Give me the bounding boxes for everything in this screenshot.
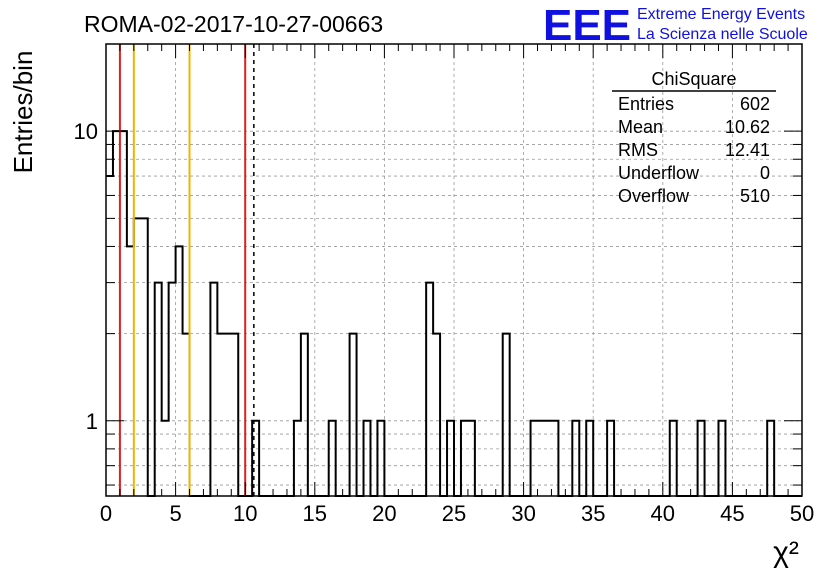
histogram-bin — [426, 283, 433, 496]
x-tick-label: 25 — [442, 501, 466, 526]
stats-rows: Entries 602 Mean 10.62 RMS 12.41 Underflow 0 Ove… — [618, 94, 770, 206]
x-axis-label: χ² — [773, 536, 799, 569]
histogram-bin — [134, 218, 141, 496]
histogram-bin — [433, 334, 440, 496]
x-tick-label: 5 — [169, 501, 181, 526]
eee-logo-mark: EEE — [543, 1, 631, 50]
histogram-bin — [176, 246, 183, 496]
chart-title: ROMA-02-2017-10-27-00663 — [84, 11, 383, 37]
logo-line-1: Extreme Energy Events — [637, 6, 805, 23]
x-tick-label: 20 — [372, 501, 396, 526]
histogram-layer — [106, 130, 802, 497]
histogram-bin — [503, 334, 510, 496]
x-tick-label: 10 — [233, 501, 257, 526]
stats-row-label: Mean — [618, 117, 663, 137]
histogram-bin — [141, 218, 148, 496]
x-tick-label: 0 — [100, 501, 112, 526]
stats-box-title: ChiSquare — [651, 69, 736, 89]
logo-line-2: La Scienza nelle Scuole — [637, 26, 808, 43]
eee-logo: EEE Extreme Energy Events La Scienza nel… — [543, 1, 808, 50]
y-tick-label: 10 — [74, 119, 98, 144]
stats-row-label: RMS — [618, 140, 658, 160]
histogram-bin — [231, 334, 238, 496]
histogram-bin — [113, 131, 120, 496]
histogram-bin — [183, 334, 190, 496]
y-axis-label: Entries/bin — [8, 51, 38, 174]
histogram-bin — [127, 246, 134, 496]
x-tick-label: 35 — [581, 501, 605, 526]
stats-row-value: 10.62 — [725, 117, 770, 137]
histogram-bin — [106, 176, 113, 496]
histogram-bin — [224, 334, 231, 496]
histogram-bin — [169, 283, 176, 496]
stats-row-label: Entries — [618, 94, 674, 114]
vertical-lines-layer — [118, 44, 255, 496]
y-tick-label: 1 — [86, 409, 98, 434]
stats-row-label: Underflow — [618, 163, 700, 183]
histogram-bin — [301, 334, 308, 496]
stats-row-label: Overflow — [618, 186, 690, 206]
stats-row-value: 510 — [740, 186, 770, 206]
x-tick-label: 50 — [790, 501, 814, 526]
histogram-outline — [106, 130, 802, 497]
x-tick-label: 45 — [720, 501, 744, 526]
stats-row-value: 12.41 — [725, 140, 770, 160]
histogram-bin — [120, 131, 127, 496]
histogram-bin — [210, 283, 217, 496]
stats-row-value: 0 — [760, 163, 770, 183]
histogram-bin — [217, 334, 224, 496]
stats-row-value: 602 — [740, 94, 770, 114]
x-tick-label: 15 — [303, 501, 327, 526]
x-tick-label: 40 — [651, 501, 675, 526]
histogram-bin — [350, 334, 357, 496]
histogram-bin — [155, 283, 162, 496]
stats-box: ChiSquare Entries 602 Mean 10.62 RMS 12.41 Und… — [612, 69, 776, 206]
x-tick-label: 30 — [511, 501, 535, 526]
